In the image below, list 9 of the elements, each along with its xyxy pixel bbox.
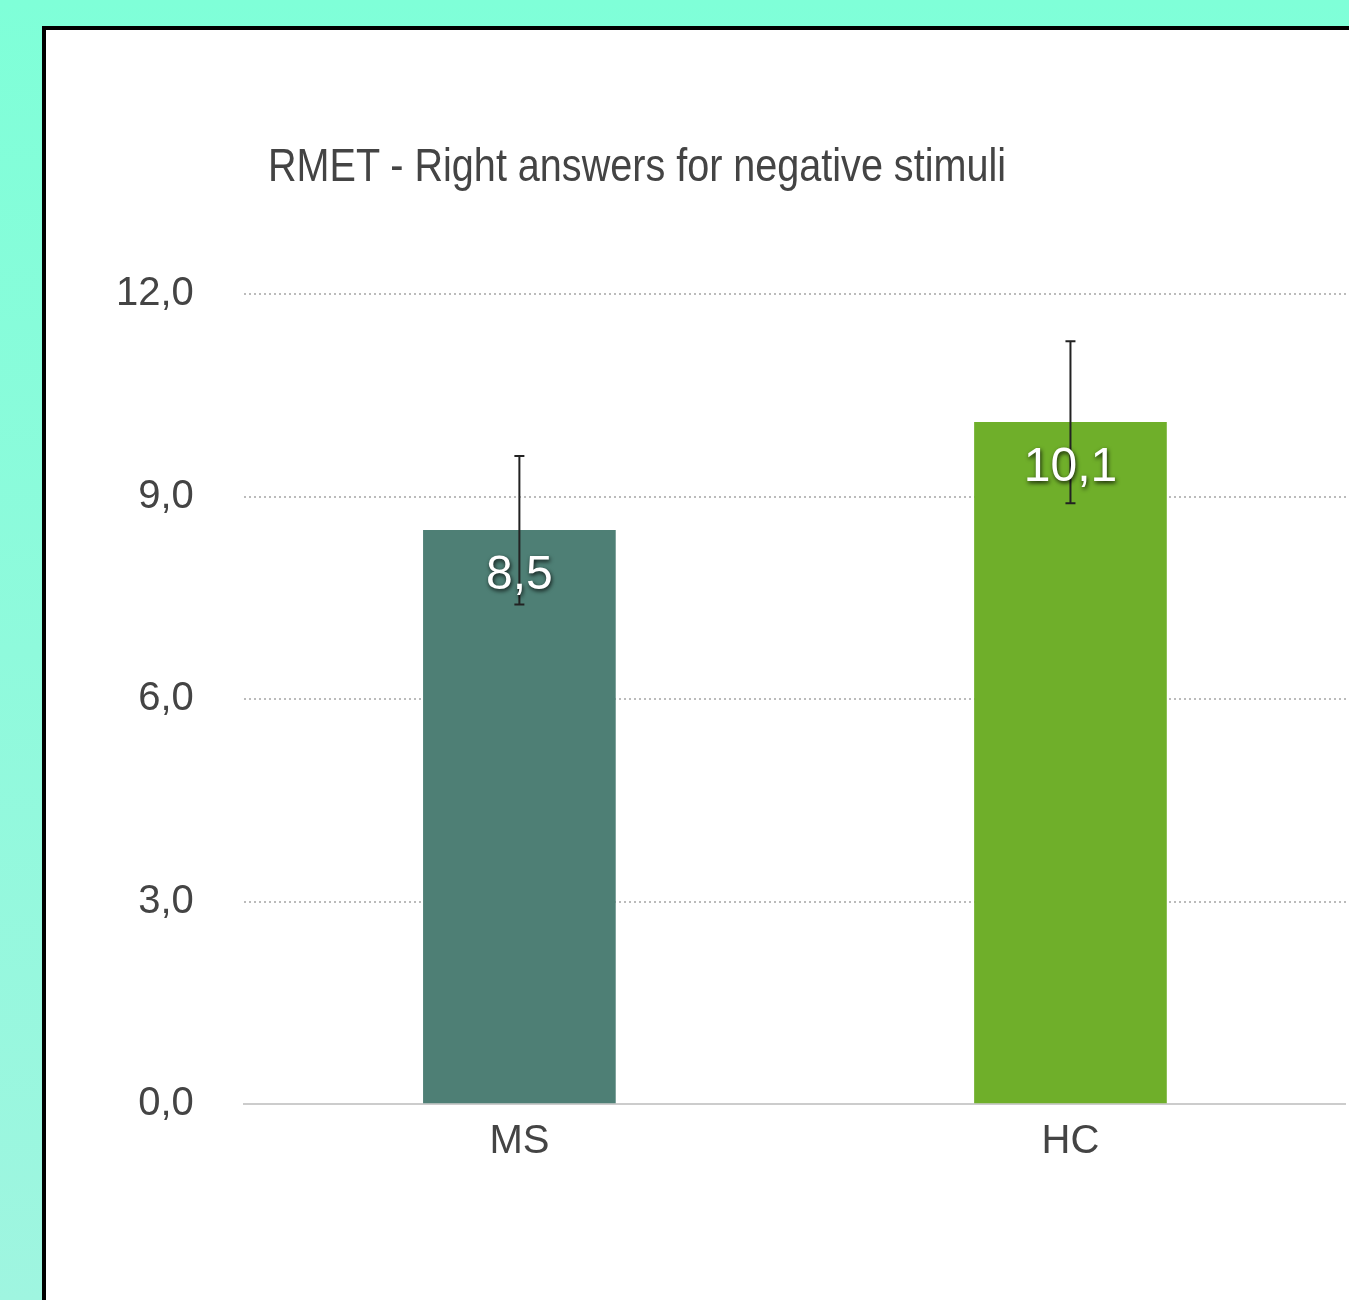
chart-title: RMET - Right answers for negative stimuli	[268, 138, 1006, 192]
x-tick-label: MS	[489, 1117, 550, 1162]
data-label: 8,5	[486, 546, 553, 600]
y-tick-label: 3,0	[138, 876, 194, 921]
y-tick-label: 0,0	[138, 1079, 194, 1124]
y-tick-label: 12,0	[115, 269, 194, 314]
y-tick-label: 6,0	[138, 674, 194, 719]
y-tick-label: 9,0	[138, 471, 194, 516]
x-tick-label: HC	[1041, 1117, 1100, 1162]
